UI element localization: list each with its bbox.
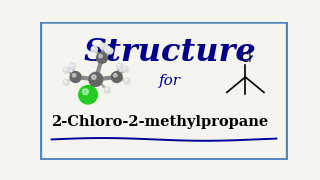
Circle shape: [125, 79, 127, 81]
Circle shape: [124, 67, 125, 69]
Circle shape: [114, 74, 117, 77]
Circle shape: [92, 47, 94, 49]
Text: Cl: Cl: [240, 52, 252, 65]
Circle shape: [117, 63, 123, 69]
Text: 2-Chloro-2-methylpropane: 2-Chloro-2-methylpropane: [52, 115, 269, 129]
FancyBboxPatch shape: [41, 22, 287, 159]
Text: Structure: Structure: [84, 37, 257, 68]
Circle shape: [108, 49, 110, 51]
Text: for: for: [159, 74, 181, 88]
Circle shape: [65, 68, 67, 70]
Circle shape: [122, 66, 128, 72]
Circle shape: [100, 43, 106, 49]
Circle shape: [111, 72, 122, 82]
Circle shape: [107, 48, 113, 54]
Circle shape: [99, 54, 102, 58]
Circle shape: [89, 72, 103, 86]
Circle shape: [91, 46, 97, 52]
Circle shape: [104, 87, 110, 93]
Circle shape: [79, 86, 97, 104]
Circle shape: [106, 88, 108, 90]
Circle shape: [101, 44, 103, 46]
Circle shape: [70, 72, 81, 82]
Circle shape: [65, 80, 67, 82]
Circle shape: [72, 74, 76, 77]
Circle shape: [92, 75, 96, 79]
Circle shape: [83, 89, 88, 95]
Circle shape: [63, 79, 69, 85]
Circle shape: [124, 78, 130, 84]
Circle shape: [118, 64, 120, 66]
Circle shape: [69, 63, 76, 69]
Circle shape: [63, 67, 69, 73]
Circle shape: [97, 52, 108, 63]
Circle shape: [71, 64, 73, 66]
